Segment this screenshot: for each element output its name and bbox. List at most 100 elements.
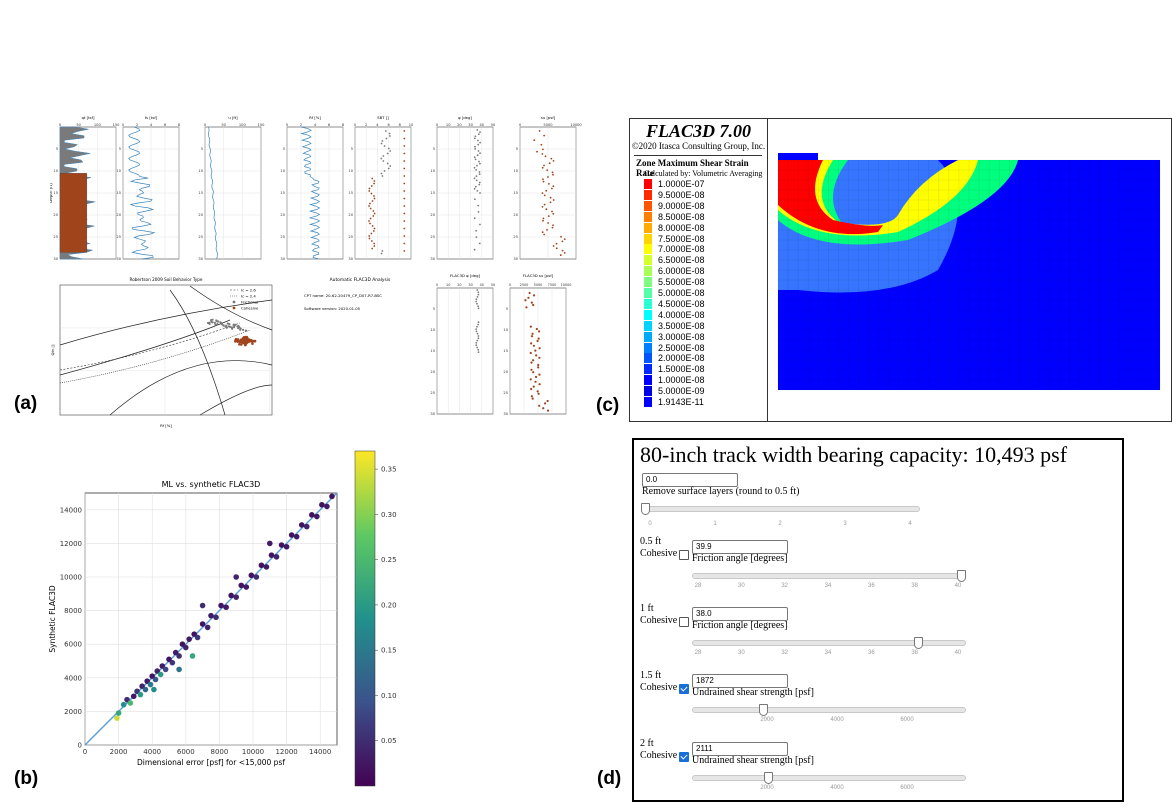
slider-tick-label: 38 bbox=[911, 650, 918, 656]
depth-tick-label: 30 bbox=[430, 257, 435, 261]
scatter-point bbox=[263, 564, 270, 570]
layer-depth-label: 1.5 ft bbox=[640, 670, 662, 681]
surface-layers-input[interactable]: 0.0 bbox=[642, 473, 738, 487]
cohesive-point bbox=[250, 339, 254, 343]
cohesive-point bbox=[238, 343, 241, 346]
layer-slider[interactable] bbox=[692, 640, 966, 646]
legend-swatch bbox=[644, 320, 652, 331]
phi-point bbox=[477, 143, 480, 146]
track-tick-label: 10000 bbox=[561, 283, 572, 287]
depth-tick-label: 5 bbox=[119, 147, 121, 151]
sbt-point bbox=[384, 130, 387, 132]
cohesive-checkbox[interactable] bbox=[679, 617, 689, 627]
layer-slider-thumb[interactable] bbox=[758, 704, 768, 716]
depth-tick-label: 10 bbox=[430, 328, 435, 332]
cohesive-checkbox[interactable] bbox=[679, 550, 689, 560]
track-tick-label: 4 bbox=[376, 123, 379, 127]
su-point bbox=[548, 183, 550, 185]
phi-point bbox=[473, 177, 476, 180]
legend-swatch bbox=[644, 386, 652, 397]
sbt-boundary bbox=[59, 319, 231, 376]
depth-tick-label: 10 bbox=[116, 169, 121, 173]
legend-swatch bbox=[644, 244, 652, 255]
sbt-point bbox=[369, 202, 371, 205]
legend-swatch bbox=[644, 288, 652, 298]
y-tick-label: 14000 bbox=[60, 506, 82, 514]
legend-value: 5.5000E-08 bbox=[658, 277, 705, 288]
sbt-point bbox=[403, 182, 406, 185]
layer-value-input[interactable]: 2111 bbox=[692, 742, 788, 756]
depth-tick-label: 25 bbox=[348, 235, 353, 239]
legend-swatch bbox=[644, 255, 652, 266]
layer-slider[interactable] bbox=[692, 573, 966, 579]
flac-su-point bbox=[537, 392, 540, 395]
track-tick-label: 10000 bbox=[570, 123, 582, 127]
sbt-point bbox=[380, 157, 383, 160]
sbt-point bbox=[373, 245, 376, 247]
layer-value-input[interactable]: 39.9 bbox=[692, 540, 788, 554]
depth-tick-label: 15 bbox=[198, 191, 203, 195]
scatter-point bbox=[130, 693, 137, 700]
u-profile bbox=[208, 126, 218, 260]
layer-slider-thumb[interactable] bbox=[957, 570, 967, 582]
flac-phi-point bbox=[477, 321, 480, 324]
surface-layers-slider[interactable] bbox=[644, 506, 920, 512]
sbt-point bbox=[368, 190, 371, 192]
sbt-point bbox=[385, 137, 388, 140]
phi-point bbox=[479, 152, 481, 154]
legend-value: 4.5000E-08 bbox=[658, 298, 705, 309]
sbt-point bbox=[387, 167, 390, 170]
flac-su-point bbox=[535, 354, 538, 357]
track-title: φ [deg] bbox=[458, 115, 472, 120]
legend-value: 3.5000E-08 bbox=[658, 320, 705, 331]
scatter-point bbox=[228, 592, 234, 599]
su-point bbox=[541, 206, 544, 208]
scatter-point bbox=[283, 543, 290, 550]
scatter-point bbox=[243, 584, 250, 590]
x-axis-label: Dimensional error [psf] for <15,000 psf bbox=[137, 758, 285, 767]
legend-swatch bbox=[644, 211, 652, 222]
flac-su-point bbox=[538, 404, 541, 407]
layer-value-input[interactable]: 1872 bbox=[692, 674, 788, 688]
su-point bbox=[549, 196, 552, 199]
scatter-point bbox=[324, 503, 330, 510]
legend-swatch bbox=[644, 277, 652, 288]
phi-point bbox=[479, 141, 482, 144]
scatter-point bbox=[204, 624, 211, 631]
cohesive-checkbox[interactable] bbox=[679, 684, 689, 694]
cohesive-point bbox=[244, 338, 248, 342]
layer-slider-thumb[interactable] bbox=[764, 772, 774, 784]
depth-tick-label: 30 bbox=[280, 257, 285, 261]
track-title: SBT [] bbox=[377, 115, 389, 120]
sbt-legend-label: Frictional bbox=[241, 299, 258, 304]
scatter-point bbox=[293, 533, 300, 540]
depth-tick-label: 5 bbox=[516, 147, 518, 151]
flac-su-point bbox=[537, 337, 540, 340]
legend-swatch bbox=[644, 309, 652, 320]
x-tick-label: 12000 bbox=[275, 748, 297, 756]
depth-tick-label: 5 bbox=[351, 147, 353, 151]
y-tick-label: 10000 bbox=[60, 574, 82, 582]
sbt-ylabel: Qtn [] bbox=[50, 344, 55, 356]
track-tick-label: 7500 bbox=[548, 283, 557, 287]
flac-su-point bbox=[536, 339, 539, 343]
depth-tick-label: 25 bbox=[430, 235, 435, 239]
phi-point bbox=[478, 242, 481, 245]
cohesive-label: Cohesive bbox=[640, 615, 678, 626]
layer-slider[interactable] bbox=[692, 775, 966, 781]
layer-value-input[interactable]: 38.0 bbox=[692, 607, 788, 621]
flac-su-point bbox=[546, 399, 549, 403]
surface-layers-slider-thumb[interactable] bbox=[641, 503, 650, 515]
layer-slider-thumb[interactable] bbox=[913, 637, 923, 649]
cohesive-checkbox[interactable] bbox=[679, 752, 689, 762]
track-tick-label: 6 bbox=[387, 123, 390, 127]
layer-slider[interactable] bbox=[692, 707, 966, 713]
sbt-point bbox=[372, 210, 375, 212]
track-tick-label: 4 bbox=[150, 123, 153, 127]
phi-point bbox=[473, 187, 476, 190]
y-axis-label: Synthetic FLAC3D bbox=[48, 585, 57, 652]
colorbar-tick-label: 0.15 bbox=[381, 647, 397, 655]
phi-point bbox=[475, 229, 478, 232]
cohesive-label: Cohesive bbox=[640, 548, 678, 559]
legend-row: 2.0000E-08 bbox=[644, 353, 705, 364]
